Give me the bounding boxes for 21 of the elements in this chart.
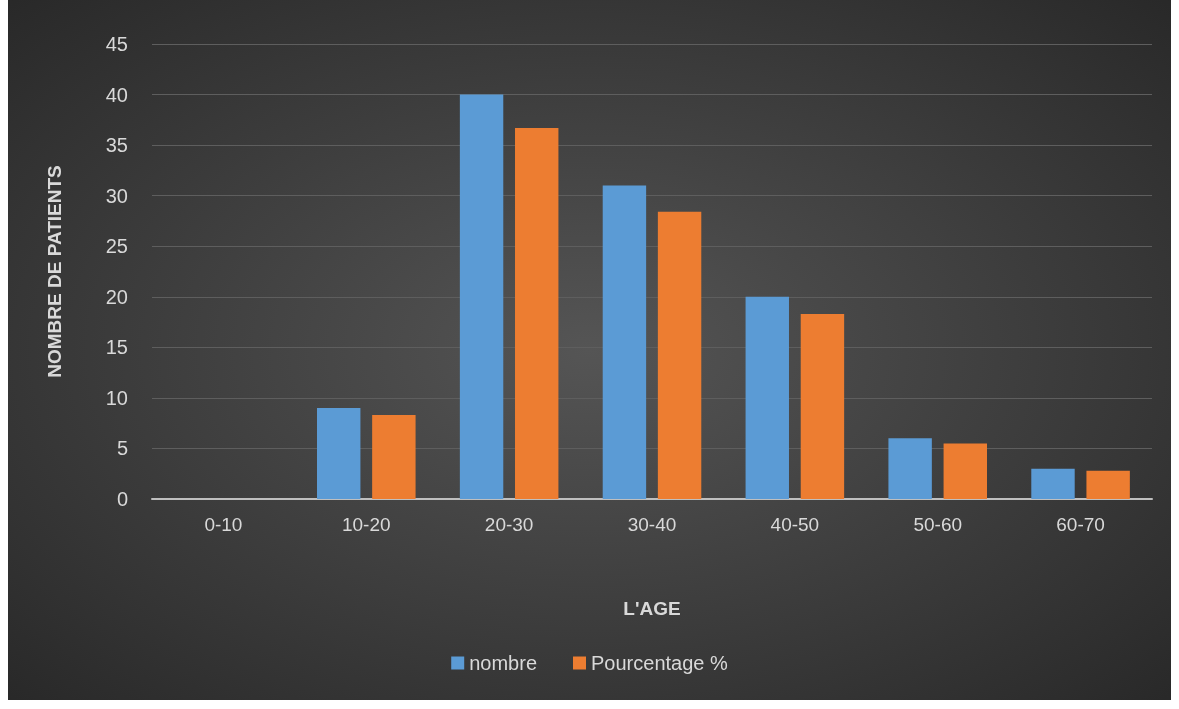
x-tick-label: 0-10 bbox=[204, 514, 243, 535]
y-tick-label: 45 bbox=[105, 33, 128, 55]
x-tick-label: 40-50 bbox=[770, 514, 820, 535]
y-tick-label: 5 bbox=[116, 437, 128, 460]
x-tick-label: 50-60 bbox=[913, 514, 963, 535]
y-tick-label: 15 bbox=[105, 336, 128, 359]
y-tick-label: 30 bbox=[105, 184, 128, 207]
x-axis-title: L'AGE bbox=[623, 598, 681, 619]
y-tick-label: 20 bbox=[105, 285, 128, 308]
x-tick-label: 30-40 bbox=[627, 514, 677, 535]
y-tick-label: 10 bbox=[105, 386, 128, 409]
y-tick-label: 25 bbox=[105, 235, 128, 258]
legend-label: nombre bbox=[469, 652, 538, 674]
y-tick-label: 0 bbox=[116, 488, 128, 510]
y-tick-label: 40 bbox=[105, 83, 128, 106]
legend-label: Pourcentage % bbox=[591, 652, 728, 674]
x-tick-label: 60-70 bbox=[1056, 514, 1105, 535]
x-tick-label: 10-20 bbox=[341, 514, 391, 535]
x-tick-label: 20-30 bbox=[484, 514, 534, 535]
y-tick-label: 35 bbox=[105, 134, 128, 157]
y-axis-title: NOMBRE DE PATIENTS bbox=[44, 165, 65, 378]
